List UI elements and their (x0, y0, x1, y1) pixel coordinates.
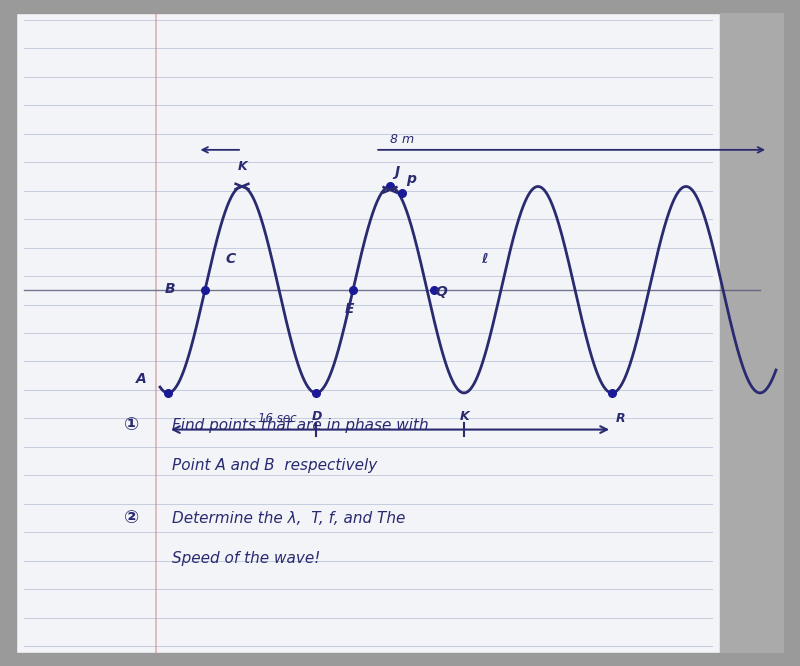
FancyBboxPatch shape (16, 13, 720, 653)
Text: R: R (616, 412, 626, 425)
FancyBboxPatch shape (720, 13, 784, 653)
Text: Determine the λ,  T, f, and The: Determine the λ, T, f, and The (172, 511, 406, 526)
Text: Q: Q (436, 285, 448, 300)
Text: ℓ: ℓ (481, 252, 487, 266)
Text: C: C (226, 252, 236, 266)
Text: ①: ① (124, 416, 139, 434)
Text: A: A (136, 372, 146, 386)
Text: ②: ② (124, 509, 139, 527)
Text: p: p (406, 172, 416, 186)
Text: 16 sec: 16 sec (258, 412, 297, 425)
Text: Speed of the wave!: Speed of the wave! (172, 551, 320, 566)
Text: J: J (394, 165, 399, 180)
Text: Point A and B  respectively: Point A and B respectively (172, 458, 378, 473)
Text: K: K (238, 160, 248, 173)
Text: B: B (165, 282, 176, 296)
Text: D: D (312, 410, 322, 423)
Text: Find points that are in phase with: Find points that are in phase with (172, 418, 429, 433)
Text: E: E (345, 302, 354, 316)
Text: K: K (460, 410, 470, 423)
Text: 8 m: 8 m (390, 133, 414, 147)
